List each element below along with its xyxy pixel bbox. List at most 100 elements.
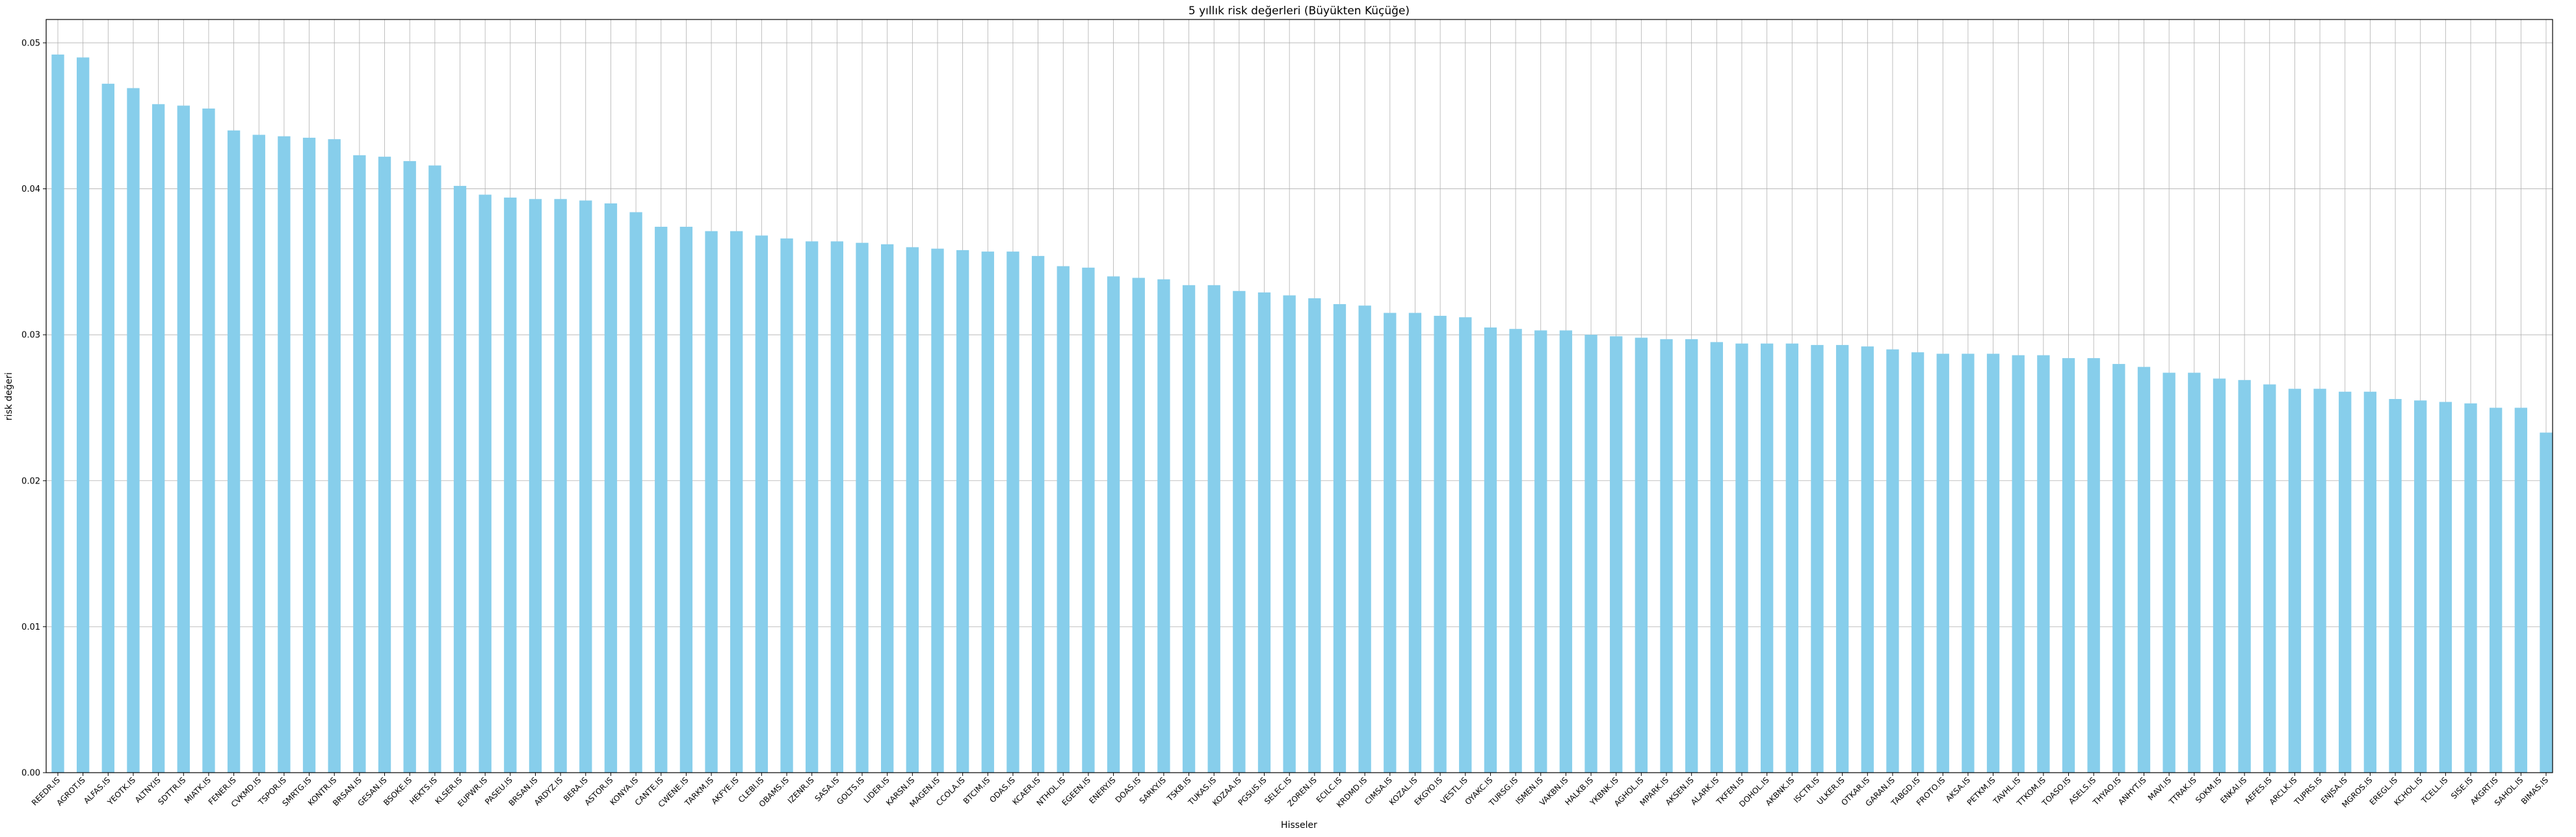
x-tick-label: ANHYT.IS [2116,775,2148,806]
bar [1962,354,1975,773]
bar [2062,358,2075,773]
bar [931,248,944,773]
bar [2439,402,2452,773]
bar [1660,339,1673,773]
bar [1559,330,1573,773]
bar [705,231,718,773]
bar [1685,339,1698,773]
bar [2037,355,2050,773]
bar [1157,279,1170,773]
bar [629,212,642,773]
x-tick-label: ENERY.IS [1087,775,1117,805]
bar [1082,267,1095,773]
y-axis-ticks: 0.00 0.01 0.02 0.03 0.04 0.05 [21,38,46,779]
bar [378,157,391,773]
bar [1986,354,2000,773]
bar [1057,266,1070,773]
x-tick-label: HEKTS.IS [408,775,439,806]
bar [2363,391,2377,773]
bar [76,57,90,773]
bar [101,83,114,773]
bar [202,109,215,773]
x-tick-label: IZENR.IS [786,775,816,805]
bar [1434,315,1447,773]
x-tick-label: GOLTS.IS [835,775,866,806]
bar [2288,389,2302,773]
bar [302,137,316,773]
bar [1886,349,1899,773]
bar [1257,292,1271,773]
y-tick-label: 0.01 [21,623,40,632]
bar [328,139,341,773]
bar [2490,407,2503,773]
bar [403,161,416,773]
bar [278,136,291,773]
bar [1811,344,1824,773]
bar [1509,329,1522,773]
bar [1207,285,1220,773]
bar [1031,255,1045,773]
bar [1308,298,1321,773]
bar [1584,335,1597,773]
bar [579,200,592,773]
bar [1735,343,1748,773]
bar [453,186,467,773]
bar [2188,372,2201,773]
x-tick-label: TCELL.IS [2419,775,2450,806]
bar [2213,378,2226,773]
bar [227,130,241,773]
x-tick-label: SOKM.IS [2194,775,2223,805]
bar [1283,295,1296,773]
bar [1384,313,1397,773]
bar [1006,251,1019,773]
x-axis-label: Hisseler [1281,820,1317,831]
bar [906,247,919,773]
bar [2414,400,2427,773]
bar [2339,391,2352,773]
x-tick-label: TTRAK.IS [2167,775,2198,806]
bar [1835,344,1849,773]
bar [730,231,743,773]
bar [2112,364,2125,773]
x-tick-label: BTCIM.IS [962,775,992,806]
bar [655,226,668,773]
bar [2389,398,2402,773]
bar [2238,380,2251,773]
bar [1408,313,1422,773]
x-tick-label: SDTTR.IS [156,775,187,806]
bar [755,235,769,773]
bar [2263,384,2276,773]
bar [1710,342,1723,773]
bar [1333,303,1347,773]
bar [51,54,64,773]
bar [1911,352,1925,773]
bar [1132,277,1145,773]
bar [1358,305,1371,773]
bar [2540,432,2553,773]
bar [881,244,894,773]
bars [51,54,2553,773]
bar [604,203,618,773]
bar [479,194,492,773]
bar [1459,317,1472,773]
bar [1785,343,1798,773]
y-tick-label: 0.04 [21,185,40,194]
y-axis-label: risk değeri [4,372,14,420]
bar [1936,354,1949,773]
y-tick-label: 0.02 [21,476,40,486]
bar [127,88,140,773]
y-tick-label: 0.03 [21,331,40,341]
bar [2087,358,2100,773]
bar [1233,290,1246,773]
bar [1107,276,1120,773]
x-axis-ticks: REEDR.ISAGROT.ISALFAS.ISYEOTK.ISALTNY.IS… [30,773,2550,810]
bar [1760,343,1774,773]
bar [830,241,844,773]
bar [856,242,869,773]
bar [780,238,793,773]
x-tick-label: BIMAS.IS [2519,775,2550,806]
bar [981,251,994,773]
grid-lines [46,19,2553,773]
